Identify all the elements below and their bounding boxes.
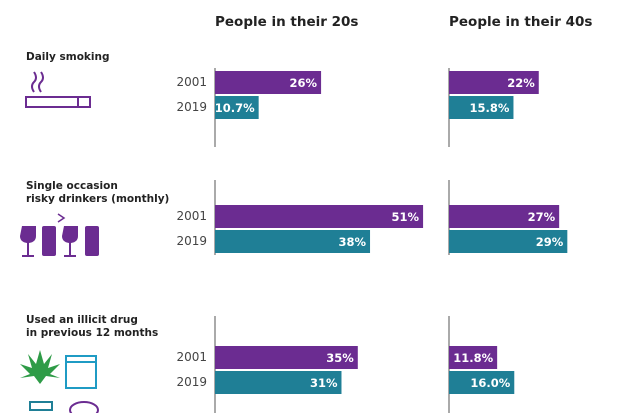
group-label: Single occasion	[26, 180, 118, 192]
bar	[215, 346, 358, 369]
year-label: 2019	[176, 234, 207, 248]
value-label: 15.8%	[470, 101, 510, 115]
year-label: 2001	[176, 350, 207, 364]
year-label: 2001	[176, 75, 207, 89]
panel-title: People in their 40s	[449, 14, 592, 30]
bar	[215, 71, 322, 94]
bar	[215, 230, 371, 253]
value-label: 11.8%	[453, 351, 493, 365]
value-label: 31%	[310, 376, 338, 390]
bar	[215, 205, 424, 228]
group-label: risky drinkers (monthly)	[26, 193, 169, 205]
value-label: 27%	[528, 210, 556, 224]
value-label: 38%	[339, 235, 367, 249]
value-label: 26%	[290, 76, 318, 90]
group-label: Daily smoking	[26, 51, 109, 63]
value-label: 10.7%	[215, 101, 255, 115]
bar	[449, 96, 514, 119]
group-label: Used an illicit drug	[26, 314, 138, 326]
year-label: 2019	[176, 100, 207, 114]
bar	[449, 371, 515, 394]
bar	[449, 71, 539, 94]
bar	[215, 371, 342, 394]
panel-title: People in their 20s	[215, 14, 358, 30]
value-label: 51%	[392, 210, 420, 224]
cigarette-icon	[25, 71, 91, 108]
value-label: 22%	[507, 76, 535, 90]
value-label: 16.0%	[470, 376, 510, 390]
drugs-icon	[20, 350, 99, 413]
bar	[449, 205, 560, 228]
value-label: 29%	[536, 235, 564, 249]
drinks-icon	[20, 213, 99, 257]
year-label: 2019	[176, 375, 207, 389]
bar	[215, 96, 259, 119]
bar	[449, 230, 568, 253]
group-label: in previous 12 months	[26, 327, 158, 339]
value-label: 35%	[326, 351, 354, 365]
year-label: 2001	[176, 209, 207, 223]
bar	[449, 346, 498, 369]
